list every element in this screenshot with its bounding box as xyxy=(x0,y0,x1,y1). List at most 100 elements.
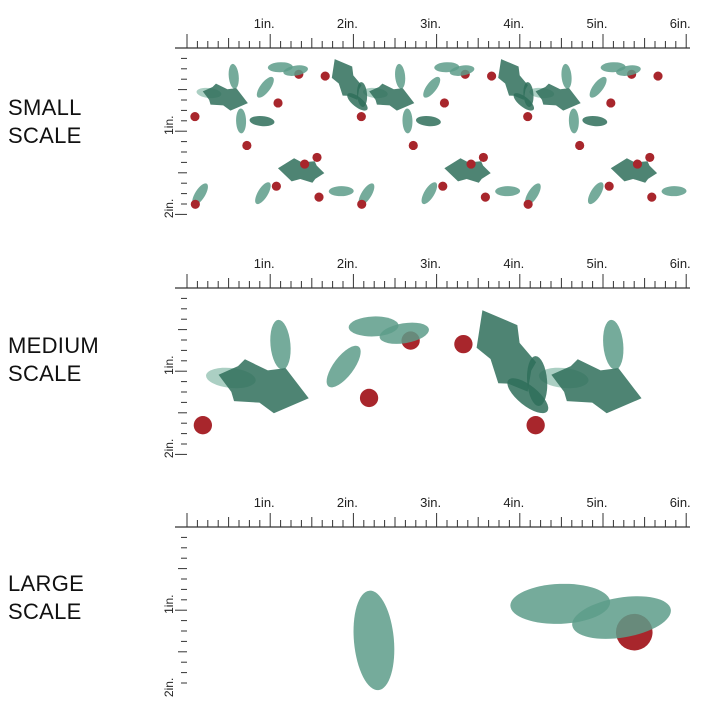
leaf-mark xyxy=(283,65,308,76)
vertical-ruler: 1in. 2in. xyxy=(162,526,187,697)
berry-mark xyxy=(190,199,200,209)
leaf-mark xyxy=(255,182,271,205)
berry-mark xyxy=(300,159,310,169)
leaf-mark xyxy=(423,76,441,98)
berry-mark xyxy=(312,152,322,162)
leaf-mark xyxy=(402,108,413,134)
leaf-mark xyxy=(395,63,406,89)
leaf-mark xyxy=(523,82,534,107)
berry-mark xyxy=(632,159,643,169)
berry-mark xyxy=(193,416,213,435)
leaf-mark xyxy=(326,345,361,388)
leaf-mark xyxy=(415,116,441,127)
label-line: SCALE xyxy=(8,361,82,386)
label-line: LARGE xyxy=(8,571,85,596)
leaf-mark xyxy=(616,65,641,76)
ruler-label: 1in. xyxy=(162,116,176,135)
vertical-ruler: 1in. 2in. xyxy=(162,287,187,458)
label-line: SMALL xyxy=(8,95,82,120)
berry-mark xyxy=(438,181,448,191)
ruler-label: 4in. xyxy=(503,495,524,510)
ruler-label: 1in. xyxy=(162,356,176,375)
leaf-mark xyxy=(449,65,475,76)
leaf-mark xyxy=(589,76,607,98)
ruler-label: 6in. xyxy=(670,495,691,510)
berry-mark xyxy=(357,199,367,209)
holly-leaf-mark xyxy=(218,359,309,414)
berry-mark xyxy=(480,192,490,202)
holly-leaf-mark xyxy=(369,83,415,111)
holly-leaf-mark xyxy=(610,158,658,183)
berry-mark xyxy=(604,181,614,191)
leaf-mark xyxy=(270,319,291,370)
holly-leaf-mark xyxy=(444,158,491,183)
ruler-label: 3in. xyxy=(420,495,441,510)
berry-mark xyxy=(454,334,473,354)
horizontal-ruler: 1in. 2in. 3in. 4in. 5in. 6in. xyxy=(175,495,691,528)
leaf-mark xyxy=(379,322,429,344)
leaf-mark xyxy=(228,63,239,89)
leaf-mark xyxy=(661,186,687,197)
ruler-label: 2in. xyxy=(162,678,176,697)
holly-leaf-mark xyxy=(476,310,537,392)
label-line: SCALE xyxy=(8,123,82,148)
ruler-label: 5in. xyxy=(587,495,608,510)
leaf-mark xyxy=(328,186,354,197)
ruler-label: 2in. xyxy=(337,16,358,31)
ruler-label: 2in. xyxy=(337,495,358,510)
ruler-label: 2in. xyxy=(337,256,358,271)
horizontal-ruler: 1in. 2in. 3in. 4in. 5in. 6in. xyxy=(175,16,691,49)
holly-leaf-mark xyxy=(202,83,248,111)
pattern-panel xyxy=(187,48,690,215)
leaf-mark xyxy=(524,183,541,206)
berry-mark xyxy=(606,98,616,108)
leaf-mark xyxy=(495,186,521,197)
leaf-mark xyxy=(236,108,247,134)
pattern-panel xyxy=(187,288,690,455)
label-line: MEDIUM xyxy=(8,333,100,358)
berry-mark xyxy=(466,159,476,169)
leaf-mark xyxy=(353,590,395,691)
berry-mark xyxy=(439,98,450,108)
leaf-mark xyxy=(356,82,368,107)
vertical-ruler: 1in. 2in. xyxy=(162,47,187,218)
berry-mark xyxy=(356,112,366,122)
berry-mark xyxy=(242,140,252,151)
ruler-label: 4in. xyxy=(503,16,524,31)
leaf-mark xyxy=(572,596,671,639)
holly-leaf-mark xyxy=(331,59,362,100)
leaf-mark xyxy=(256,76,274,98)
leaf-mark xyxy=(582,116,608,127)
pattern-panel xyxy=(187,527,690,693)
leaf-mark xyxy=(249,116,275,127)
leaf-mark xyxy=(192,183,208,206)
ruler-label: 6in. xyxy=(670,256,691,271)
large-scale-label: LARGE SCALE xyxy=(8,570,84,626)
berry-mark xyxy=(273,98,283,108)
ruler-label: 2in. xyxy=(162,439,176,458)
label-line: SCALE xyxy=(8,599,82,624)
ruler-label: 4in. xyxy=(503,256,524,271)
berry-mark xyxy=(190,112,200,122)
berry-mark xyxy=(359,388,379,408)
ruler-label: 2in. xyxy=(162,199,176,218)
ruler-label: 3in. xyxy=(420,256,441,271)
berry-mark xyxy=(271,181,281,191)
leaf-mark xyxy=(568,108,579,134)
berry-mark xyxy=(575,140,585,151)
holly-leaf-mark xyxy=(551,359,642,414)
leaf-mark xyxy=(358,183,375,206)
berry-mark xyxy=(314,192,324,202)
berry-mark xyxy=(523,199,533,209)
holly-leaf-mark xyxy=(535,83,581,111)
berry-mark xyxy=(487,71,497,81)
ruler-label: 5in. xyxy=(587,256,608,271)
holly-leaf-mark xyxy=(498,59,528,100)
leaf-mark xyxy=(526,356,548,406)
berry-mark xyxy=(645,152,655,162)
berry-mark xyxy=(647,192,657,202)
ruler-label: 1in. xyxy=(254,256,275,271)
ruler-label: 5in. xyxy=(587,16,608,31)
berry-mark xyxy=(653,71,663,81)
